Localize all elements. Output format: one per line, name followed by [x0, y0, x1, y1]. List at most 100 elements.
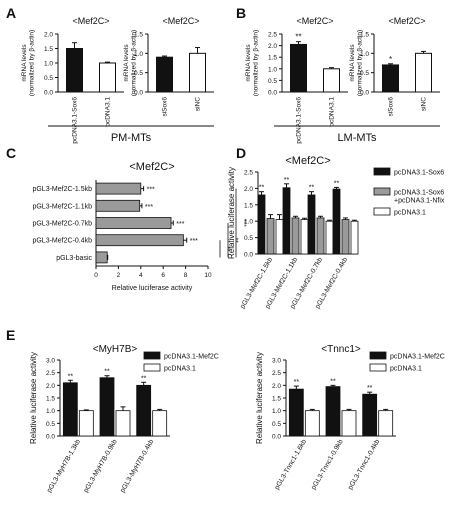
bar [362, 393, 378, 437]
significance-label: ** [141, 375, 147, 382]
x-tick-label: pcDNA3.1-Sox6 [72, 97, 79, 144]
panel-letter-b: B [236, 5, 246, 21]
y-tick-label: 1.0 [244, 219, 253, 226]
bar [66, 48, 83, 93]
y-axis-label: mRNA levels(normalized by β-actin) [349, 30, 364, 96]
x-tick-label: siNC [421, 97, 428, 111]
y-tick-label: 0.5 [44, 75, 53, 82]
y-axis-label: mRNA levels(normalized by β-actin) [123, 30, 138, 96]
y-tick-label: 1.5 [360, 32, 369, 39]
legend-swatch [143, 363, 161, 372]
bar [341, 410, 357, 437]
y-tick-label: 0.5 [46, 421, 55, 428]
y-tick-label: 1.5 [44, 46, 53, 53]
significance-label: ** [68, 373, 74, 380]
bar [136, 384, 152, 437]
significance-label: *** [145, 204, 153, 211]
y-tick-label: 1.0 [134, 51, 143, 58]
x-tick-label: pcDNA3.1 [329, 97, 336, 127]
x-tick-label: 4 [139, 272, 143, 279]
bar [95, 182, 142, 195]
y-tick-label: 0.0 [244, 252, 253, 259]
y-tick-label: pGL3-basic [56, 255, 92, 262]
legend-label: pcDNA3.1-Mef2C [164, 354, 219, 361]
chart-title: <Mef2C> [72, 16, 109, 26]
significance-label: ** [295, 33, 301, 42]
chart-title: <Mef2C> [162, 16, 199, 26]
chart-title: <Mef2C> [296, 16, 333, 26]
y-tick-label: 2.5 [244, 170, 253, 177]
y-tick-label: 0.5 [360, 70, 369, 77]
bar [307, 194, 316, 255]
y-tick-label: 2.0 [46, 383, 55, 390]
y-tick-label: 1.0 [272, 408, 281, 415]
bar [95, 234, 184, 247]
y-tick-label: 3.0 [46, 358, 55, 365]
legend-swatch [373, 187, 391, 196]
y-axis-label: Relative luciferase activity [255, 352, 264, 444]
y-tick-label: 0.0 [360, 90, 369, 97]
x-tick-label: 0 [94, 272, 98, 279]
y-tick-label: 0.0 [268, 90, 277, 97]
bar [62, 382, 78, 437]
y-tick-label: 2.0 [268, 43, 277, 50]
significance-label: ** [334, 180, 340, 187]
y-tick-label: 0.0 [46, 434, 55, 441]
x-tick-label: pGL3-MyH7B-0.4kb [119, 438, 155, 494]
x-tick-label: pGL3-Tnnc1-0.4kb [347, 438, 382, 491]
bar [325, 220, 334, 255]
y-tick-label: 0.0 [44, 90, 53, 97]
y-tick-label: 2.0 [44, 32, 53, 39]
chart-title: <Tnnc1> [321, 344, 361, 355]
group-label-b: LM-MTs [337, 132, 377, 144]
legend-label: pcDNA3.1 [390, 366, 422, 373]
y-tick-label: pGL3-Mef2C-1.1kb [32, 203, 92, 210]
bar [95, 199, 141, 212]
legend-swatch [373, 167, 391, 176]
y-tick-label: 0.5 [244, 235, 253, 242]
legend-swatch [369, 351, 387, 360]
bar [78, 410, 94, 437]
y-tick-label: 1.5 [268, 55, 277, 62]
y-tick-label: pGL3-Mef2C-0.7kb [32, 221, 92, 228]
y-tick-label: 2.5 [268, 32, 277, 39]
significance-label: ** [104, 369, 110, 376]
x-tick-label: 6 [161, 272, 165, 279]
chart-title: <Mef2C> [129, 161, 174, 173]
bar [156, 56, 173, 93]
legend-swatch [369, 363, 387, 372]
x-tick-label: pcDNA3.1-Sox6 [296, 97, 303, 144]
panel-letter-c: C [6, 145, 16, 161]
x-tick-label: pcDNA3.1 [105, 97, 112, 127]
bar [300, 219, 309, 255]
chart-title: <MyH7B> [93, 344, 138, 355]
x-tick-label: siSox6 [388, 97, 395, 117]
y-tick-label: 0.5 [134, 70, 143, 77]
panel-letter-d: D [236, 145, 246, 161]
bar [325, 386, 341, 437]
bar [99, 62, 116, 93]
x-tick-label: siSox6 [162, 97, 169, 117]
y-tick-label: 2.5 [46, 370, 55, 377]
bar [288, 388, 304, 437]
x-tick-label: pGL3-MyH7B-1.3kb [46, 438, 82, 494]
bar [282, 187, 291, 255]
significance-label: * [389, 55, 392, 64]
y-tick-label: 2.5 [272, 370, 281, 377]
x-axis-label: Relative luciferase activity [112, 285, 193, 292]
y-tick-label: 1.0 [360, 51, 369, 58]
significance-label: ** [330, 378, 336, 385]
bar [291, 217, 300, 255]
x-tick-label: 2 [117, 272, 121, 279]
y-tick-label: pGL3-Mef2C-1.5kb [32, 186, 92, 193]
legend-swatch [143, 351, 161, 360]
significance-label: *** [147, 187, 155, 194]
bar [152, 410, 168, 437]
significance-label: ** [284, 177, 290, 184]
bar [189, 52, 206, 93]
y-tick-label: pGL3-Mef2C-0.4kb [32, 238, 92, 245]
bar [99, 377, 115, 437]
x-tick-label: siNC [195, 97, 202, 111]
bar [341, 219, 350, 255]
